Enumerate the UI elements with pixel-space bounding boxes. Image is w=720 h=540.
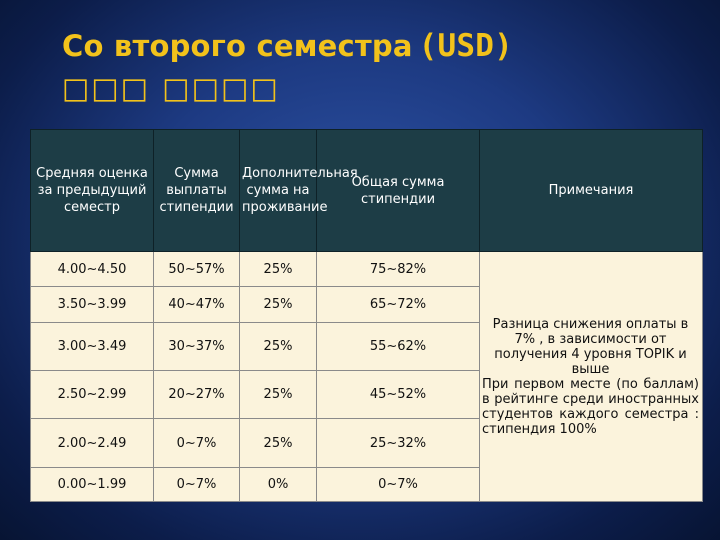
table-header-row: Средняя оценка за предыдущий семестр Сум…	[30, 129, 703, 252]
table-row: 0.00~1.99 0~7% 0% 0~7%	[30, 467, 703, 502]
payment-cell: 20~27%	[153, 370, 240, 419]
total-cell: 45~52%	[316, 370, 480, 419]
payment-cell: 30~37%	[153, 322, 240, 371]
grade-cell: 4.00~4.50	[30, 251, 154, 287]
extra-cell: 25%	[239, 370, 317, 419]
title-text: Со второго семестра	[62, 29, 413, 63]
total-cell: 0~7%	[316, 467, 480, 502]
total-cell: 55~62%	[316, 322, 480, 371]
column-header-total: Общая сумма стипендии	[316, 129, 480, 252]
grade-cell: 3.50~3.99	[30, 286, 154, 323]
table-row: 3.50~3.99 40~47% 25% 65~72%	[30, 286, 703, 323]
payment-cell: 0~7%	[153, 418, 240, 468]
notes-first-place: При первом месте (по баллам) в рейтинге …	[482, 376, 699, 437]
slide-title: Со второго семестра (USD)	[62, 26, 513, 66]
extra-cell: 0%	[239, 467, 317, 502]
extra-cell: 25%	[239, 418, 317, 468]
grade-cell: 0.00~1.99	[30, 467, 154, 502]
total-cell: 65~72%	[316, 286, 480, 323]
notes-cell: Разница снижения оплаты в 7% , в зависим…	[479, 251, 703, 502]
table-row: 2.00~2.49 0~7% 25% 25~32%	[30, 418, 703, 468]
grade-cell: 2.00~2.49	[30, 418, 154, 468]
payment-cell: 40~47%	[153, 286, 240, 323]
table-row: 2.50~2.99 20~27% 25% 45~52%	[30, 370, 703, 419]
grade-cell: 2.50~2.99	[30, 370, 154, 419]
extra-cell: 25%	[239, 251, 317, 287]
payment-cell: 50~57%	[153, 251, 240, 287]
total-cell: 25~32%	[316, 418, 480, 468]
column-header-notes: Примечания	[479, 129, 703, 252]
extra-cell: 25%	[239, 286, 317, 323]
table-row: 3.00~3.49 30~37% 25% 55~62%	[30, 322, 703, 371]
column-header-grade: Средняя оценка за предыдущий семестр	[30, 129, 154, 252]
notes-topik: Разница снижения оплаты в 7% , в зависим…	[492, 316, 689, 377]
scholarship-table: Средняя оценка за предыдущий семестр Сум…	[30, 129, 703, 502]
column-header-extra: Дополнительная сумма на проживание	[239, 129, 358, 252]
total-cell: 75~82%	[316, 251, 480, 287]
grade-cell: 3.00~3.49	[30, 322, 154, 371]
slide-subtitle: □□□ □□□□	[62, 71, 280, 105]
payment-cell: 0~7%	[153, 467, 240, 502]
column-header-payment: Сумма выплаты стипендии	[153, 129, 240, 252]
title-unit: (USD)	[418, 28, 513, 64]
table-row: 4.00~4.50 50~57% 25% 75~82% Разница сниж…	[30, 251, 703, 502]
extra-cell: 25%	[239, 322, 317, 371]
